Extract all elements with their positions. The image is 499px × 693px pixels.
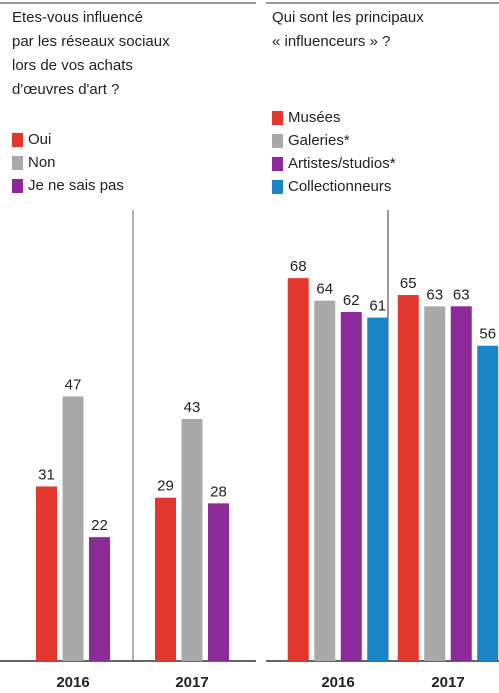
value-label: 47 — [65, 376, 82, 393]
legend-swatch — [272, 180, 283, 194]
bar — [367, 317, 389, 661]
bar — [208, 503, 229, 661]
value-label: 22 — [91, 517, 108, 534]
chart-title: d'œuvres d'art ? — [12, 81, 119, 98]
bar — [89, 537, 110, 661]
chart-title: lors de vos achats — [12, 57, 133, 74]
bar — [155, 497, 176, 661]
value-label: 28 — [210, 483, 227, 500]
legend-label: Artistes/studios* — [288, 155, 396, 172]
bar — [424, 306, 446, 661]
value-label: 62 — [343, 292, 360, 309]
value-label: 65 — [400, 275, 417, 292]
legend-label: Non — [28, 154, 56, 171]
legend-swatch — [272, 157, 283, 171]
value-label: 68 — [290, 258, 307, 275]
bar — [397, 295, 419, 661]
legend-swatch — [12, 133, 23, 147]
bar — [62, 396, 84, 661]
legend-label: Je ne sais pas — [28, 177, 124, 194]
chart-title: par les réseaux sociaux — [12, 33, 170, 50]
value-label: 56 — [479, 326, 496, 343]
bar — [314, 300, 336, 661]
value-label: 63 — [426, 286, 443, 303]
bar — [287, 278, 309, 661]
chart-title: « influenceurs » ? — [272, 33, 390, 50]
legend-swatch — [12, 156, 23, 170]
value-label: 63 — [453, 286, 470, 303]
bar — [477, 345, 499, 661]
x-tick-label: 2016 — [321, 674, 354, 691]
legend-label: Galeries* — [288, 132, 350, 149]
bar — [181, 418, 203, 661]
value-label: 43 — [184, 399, 201, 416]
x-tick-label: 2016 — [56, 674, 89, 691]
value-label: 31 — [38, 466, 55, 483]
legend-label: Oui — [28, 131, 51, 148]
value-label: 61 — [369, 298, 386, 315]
chart-title: Etes-vous influencé — [12, 9, 143, 26]
legend-swatch — [12, 179, 23, 193]
bar — [450, 306, 472, 661]
x-tick-label: 2017 — [175, 674, 208, 691]
value-label: 64 — [316, 281, 333, 298]
legend-swatch — [272, 111, 283, 125]
value-label: 29 — [157, 478, 174, 495]
bar — [340, 311, 362, 661]
legend-label: Collectionneurs — [288, 178, 391, 195]
legend-swatch — [272, 134, 283, 148]
x-tick-label: 2017 — [431, 674, 464, 691]
bar — [36, 486, 57, 661]
chart-title: Qui sont les principaux — [272, 9, 424, 26]
legend-label: Musées — [288, 109, 341, 126]
